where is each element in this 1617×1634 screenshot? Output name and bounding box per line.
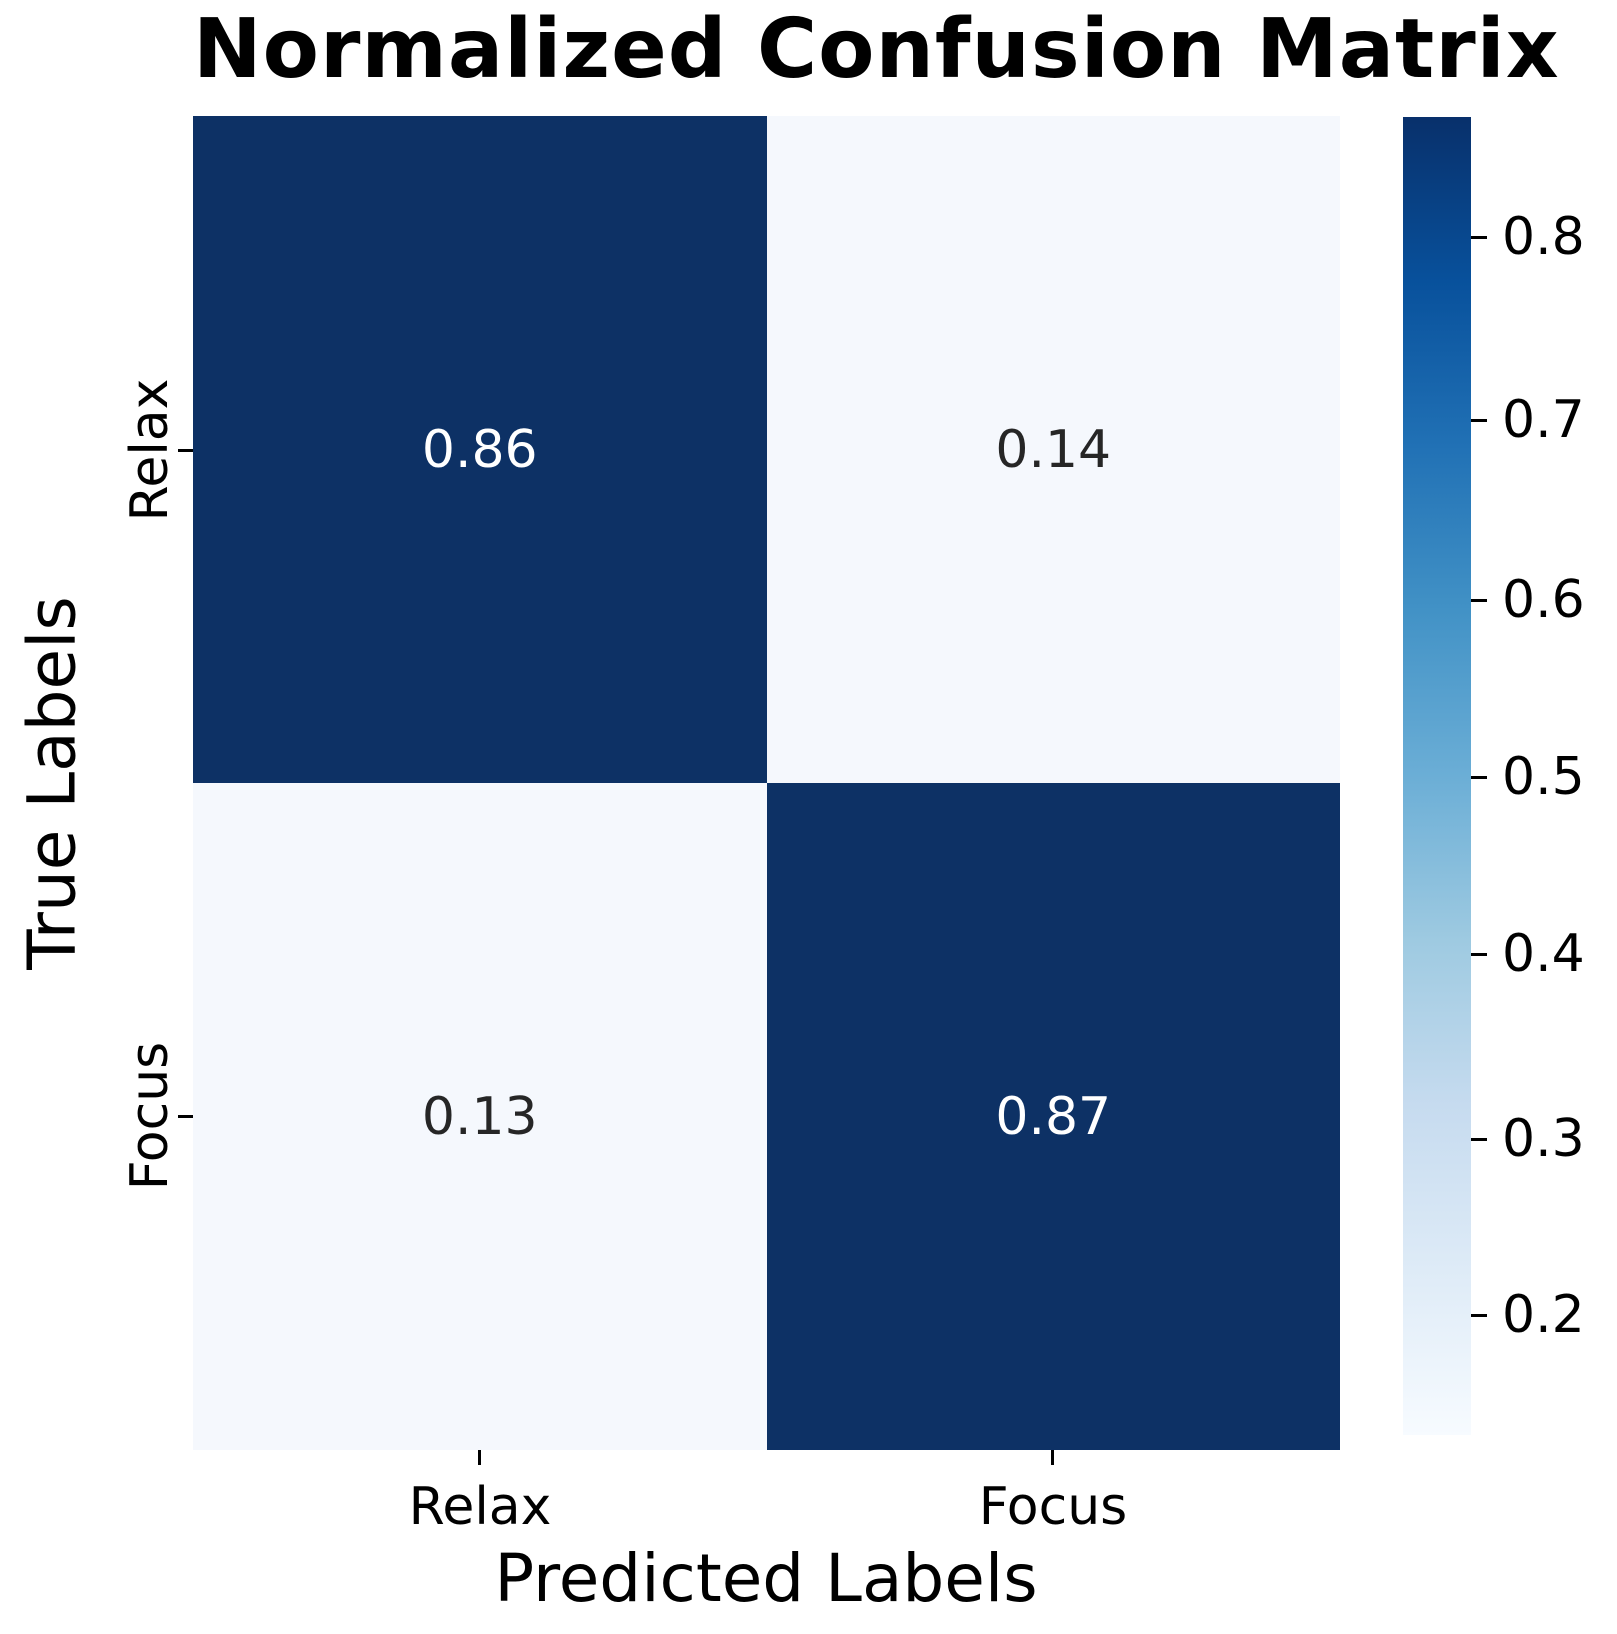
colorbar-tick-mark — [1471, 776, 1487, 779]
cell-value: 0.13 — [421, 1086, 538, 1147]
chart-title: Normalized Confusion Matrix — [193, 2, 1560, 97]
x-tick-label-relax: Relax — [408, 1477, 552, 1537]
colorbar-tick-label: 0.5 — [1502, 747, 1585, 807]
matrix-cell-true-focus-pred-relax: 0.13 — [193, 783, 767, 1450]
colorbar-tick-mark — [1471, 1138, 1487, 1141]
x-tick-mark-focus — [1051, 1450, 1054, 1465]
colorbar-gradient — [1403, 117, 1471, 1435]
matrix-cell-true-relax-pred-focus: 0.14 — [766, 116, 1340, 783]
colorbar-tick-label: 0.4 — [1502, 924, 1585, 984]
colorbar-tick-mark — [1471, 236, 1487, 239]
heatmap-grid: 0.86 0.14 0.13 0.87 — [193, 116, 1340, 1450]
y-tick-label-focus: Focus — [120, 1041, 180, 1191]
colorbar-tick-label: 0.6 — [1502, 570, 1585, 630]
matrix-cell-true-focus-pred-focus: 0.87 — [766, 783, 1340, 1450]
y-tick-label-relax: Relax — [120, 378, 180, 522]
colorbar-tick-mark — [1471, 1314, 1487, 1317]
colorbar-tick-mark — [1471, 419, 1487, 422]
colorbar-tick-label: 0.7 — [1502, 390, 1585, 450]
colorbar-tick-mark — [1471, 599, 1487, 602]
colorbar-tick-label: 0.8 — [1502, 207, 1585, 267]
cell-value: 0.14 — [995, 419, 1112, 480]
colorbar-tick-mark — [1471, 953, 1487, 956]
colorbar-tick-label: 0.2 — [1502, 1285, 1585, 1345]
cell-value: 0.86 — [421, 419, 538, 480]
cell-value: 0.87 — [995, 1086, 1112, 1147]
y-tick-mark-focus — [178, 1115, 193, 1118]
matrix-cell-true-relax-pred-relax: 0.86 — [193, 116, 767, 783]
y-axis-title: True Labels — [13, 596, 91, 970]
y-tick-mark-relax — [178, 449, 193, 452]
colorbar-tick-label: 0.3 — [1502, 1109, 1585, 1169]
x-axis-title: Predicted Labels — [494, 1540, 1038, 1617]
x-tick-label-focus: Focus — [978, 1477, 1128, 1537]
x-tick-mark-relax — [478, 1450, 481, 1465]
